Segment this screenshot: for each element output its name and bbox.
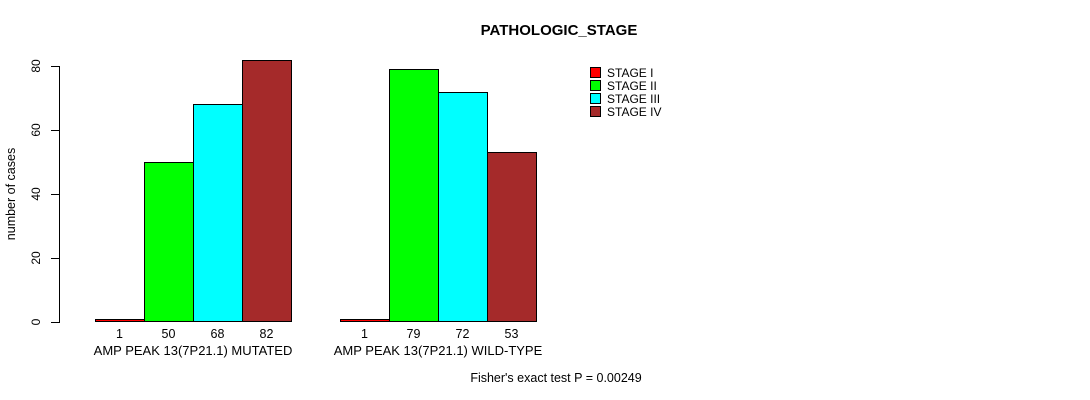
y-axis-tick bbox=[51, 322, 59, 323]
legend-label: STAGE I bbox=[607, 66, 654, 80]
bar-stage-i-amp-peak-13-7p21-1-wild-type bbox=[340, 319, 390, 322]
legend-label: STAGE IV bbox=[607, 105, 662, 119]
bar-stage-i-amp-peak-13-7p21-1-mutated bbox=[95, 319, 145, 322]
fisher-exact-test-note: Fisher's exact test P = 0.00249 bbox=[470, 371, 642, 385]
bar-value-label: 82 bbox=[259, 327, 274, 341]
y-tick-label-20: 20 bbox=[29, 251, 43, 265]
y-tick-label-60: 60 bbox=[29, 123, 43, 137]
group-label-amp-peak-13-7p21-1-wild-type: AMP PEAK 13(7P21.1) WILD-TYPE bbox=[333, 343, 543, 358]
bar-stage-iv-amp-peak-13-7p21-1-mutated bbox=[242, 60, 292, 322]
y-tick-label-40: 40 bbox=[29, 187, 43, 201]
y-axis-line bbox=[59, 66, 60, 323]
bar-value-label: 68 bbox=[210, 327, 225, 341]
bar-value-label: 72 bbox=[455, 327, 470, 341]
bar-value-label: 1 bbox=[116, 327, 123, 341]
y-axis-tick bbox=[51, 258, 59, 259]
y-tick-label-0: 0 bbox=[29, 318, 43, 326]
y-axis-tick bbox=[51, 194, 59, 195]
legend-label: STAGE II bbox=[607, 79, 657, 93]
legend-label: STAGE III bbox=[607, 92, 661, 106]
legend-swatch-stage-i bbox=[590, 67, 601, 78]
bar-stage-ii-amp-peak-13-7p21-1-wild-type bbox=[389, 69, 439, 322]
legend-swatch-stage-ii bbox=[590, 80, 601, 91]
bar-stage-iii-amp-peak-13-7p21-1-mutated bbox=[193, 104, 243, 322]
legend-swatch-stage-iv bbox=[590, 106, 601, 117]
y-tick-label-80: 80 bbox=[29, 59, 43, 73]
bar-stage-iii-amp-peak-13-7p21-1-wild-type bbox=[438, 92, 488, 322]
y-axis-label: number of cases bbox=[4, 147, 18, 241]
bar-value-label: 50 bbox=[161, 327, 176, 341]
bar-value-label: 1 bbox=[361, 327, 368, 341]
y-axis-tick bbox=[51, 66, 59, 67]
bar-value-label: 53 bbox=[504, 327, 519, 341]
group-label-amp-peak-13-7p21-1-mutated: AMP PEAK 13(7P21.1) MUTATED bbox=[93, 343, 293, 358]
bar-stage-ii-amp-peak-13-7p21-1-mutated bbox=[144, 162, 194, 322]
chart-title: PATHOLOGIC_STAGE bbox=[480, 22, 638, 39]
y-axis-tick bbox=[51, 130, 59, 131]
legend-swatch-stage-iii bbox=[590, 93, 601, 104]
bar-stage-iv-amp-peak-13-7p21-1-wild-type bbox=[487, 152, 537, 322]
bar-value-label: 79 bbox=[406, 327, 421, 341]
